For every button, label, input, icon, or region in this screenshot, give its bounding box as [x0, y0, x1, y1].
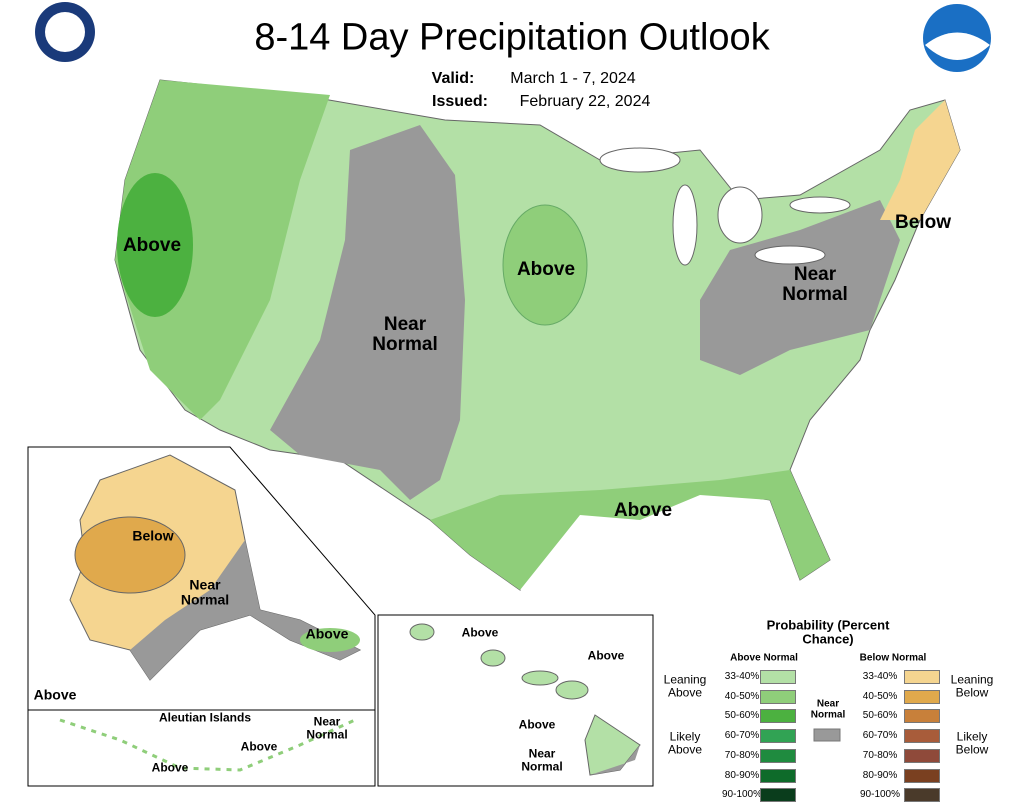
hawaii-label: Near Normal [521, 746, 563, 773]
legend-title: Probability (Percent Chance) [766, 617, 890, 646]
legend-swatch [904, 788, 940, 802]
legend-swatch [760, 748, 796, 763]
alaska-label: Above [33, 686, 77, 703]
below-range: 70-80% [862, 749, 898, 761]
region-label: Near Normal [372, 314, 438, 355]
legend-swatch [904, 768, 940, 783]
aleutian-inset [27, 709, 376, 787]
above-range: 33-40% [724, 670, 760, 682]
above-range: 70-80% [724, 749, 760, 761]
legend-swatch [760, 768, 796, 783]
title: 8-14 Day Precipitation Outlook [254, 16, 770, 59]
likely-below: Likely Below [955, 729, 989, 756]
legend-swatch [904, 709, 940, 724]
legend-swatch [760, 689, 796, 704]
issued: February 22, 2024 [519, 93, 651, 110]
below-range: 90-100% [859, 788, 901, 800]
iowa-above [502, 204, 588, 326]
region-label: Below [895, 212, 951, 234]
hawaii-label: Above [461, 625, 499, 640]
legend-swatch [760, 709, 796, 724]
near-swatch [813, 728, 841, 742]
hawaii-label: Above [587, 648, 625, 663]
below-range: 80-90% [862, 769, 898, 781]
near-label: Near Normal [810, 698, 846, 720]
legend-swatch [904, 670, 940, 684]
above-range: 50-60% [724, 710, 760, 722]
leaning-above: Leaning Above [663, 672, 707, 699]
aleutian-label: Above [240, 739, 278, 754]
ohio-near [700, 200, 900, 375]
above-range: 60-70% [724, 729, 760, 741]
region-label: Above [516, 259, 576, 281]
legend-swatch [904, 729, 940, 744]
issued-label: Issued: [431, 93, 489, 110]
hawaii-inset [377, 614, 654, 787]
above-range: 80-90% [724, 769, 760, 781]
legend-swatch [760, 788, 796, 802]
below-range: 60-70% [862, 729, 898, 741]
aleutian-label: Above [151, 760, 189, 775]
legend-swatch [760, 729, 796, 744]
legend-swatch [904, 748, 940, 763]
below-range: 50-60% [862, 710, 898, 722]
region-label: Above [122, 235, 182, 257]
above-header: Above Normal [730, 652, 798, 664]
valid: March 1 - 7, 2024 [510, 70, 636, 87]
west-above [115, 80, 330, 420]
region-label: Above [613, 500, 673, 522]
california-above [117, 173, 193, 317]
below-header: Below Normal [859, 652, 927, 664]
hawaii-label: Above [518, 717, 556, 732]
alaska-label: Near Normal [180, 576, 230, 607]
region-label: Near Normal [782, 264, 848, 305]
rockies-near [270, 125, 465, 500]
valid-label: Valid: [431, 70, 475, 87]
legend-swatch [904, 689, 940, 704]
alaska-label: Above [305, 625, 349, 642]
below-range: 40-50% [862, 690, 898, 702]
aleutian-title: Aleutian Islands [158, 710, 252, 725]
aleutian-label: Near Normal [306, 714, 348, 741]
above-range: 40-50% [724, 690, 760, 702]
northeast-below [880, 100, 960, 220]
likely-above: Likely Above [667, 729, 703, 756]
below-range: 33-40% [862, 670, 898, 682]
alaska-inset [27, 446, 376, 711]
legend-swatch [760, 670, 796, 684]
above-range: 90-100% [721, 788, 763, 800]
leaning-below: Leaning Below [950, 672, 994, 699]
alaska-label: Below [132, 527, 174, 544]
gulf-above [430, 470, 830, 590]
